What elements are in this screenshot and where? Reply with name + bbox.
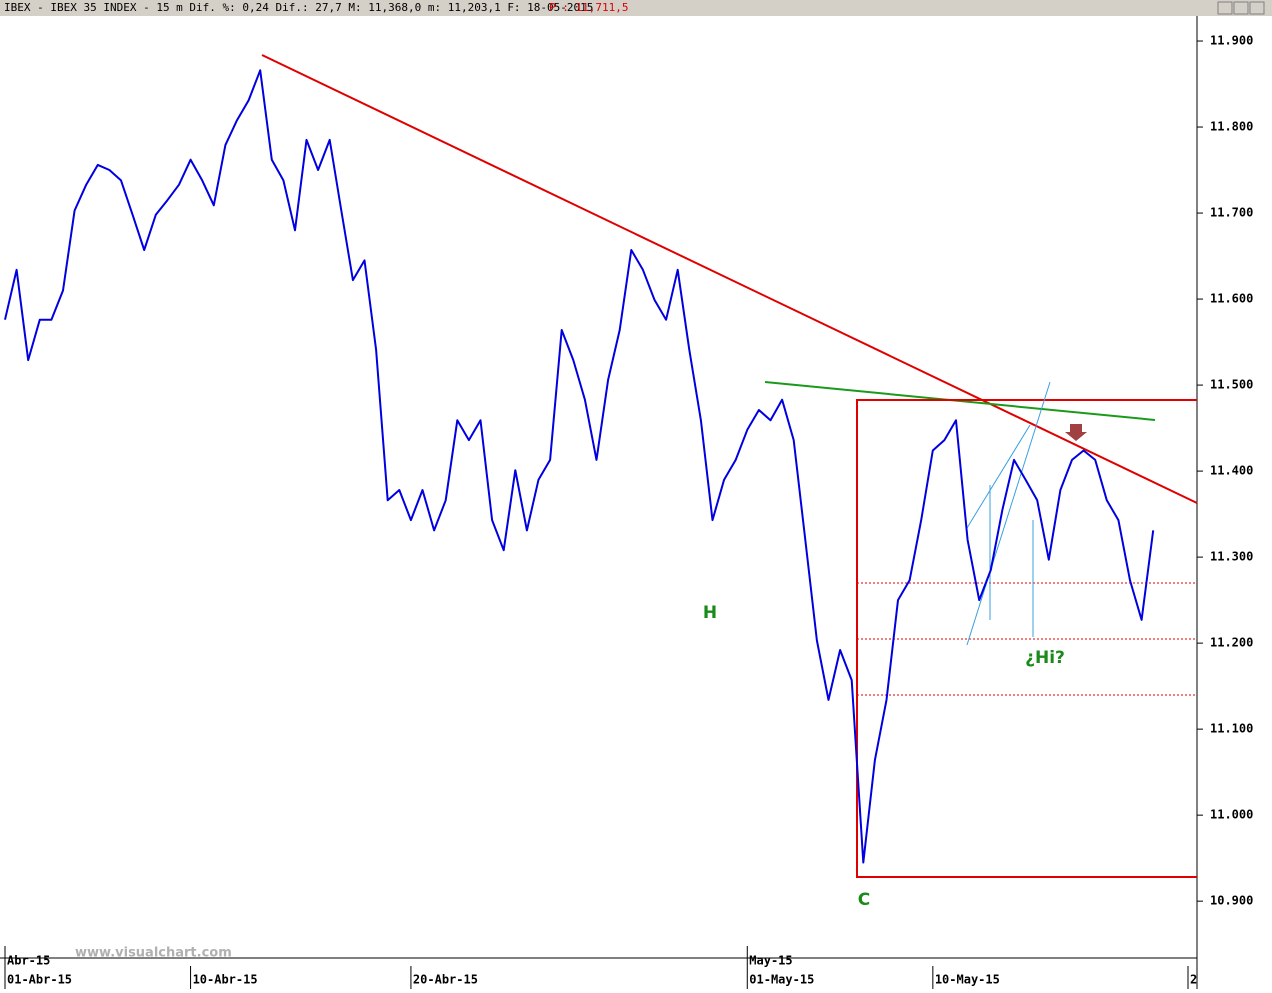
x-tick-label: 10-May-15 [935, 973, 1000, 987]
watermark: www.visualchart.com [75, 946, 232, 961]
y-tick-label: 11.300 [1210, 550, 1253, 564]
channel-line [966, 381, 1051, 646]
annotation: H [703, 603, 717, 623]
x-tick-label: 01-May-15 [749, 973, 814, 987]
x-tick-label: 2 [1190, 973, 1197, 987]
price-line [4, 69, 1155, 864]
trend-line [261, 54, 1198, 504]
channel-line [966, 424, 1031, 529]
maximize-button[interactable] [1233, 1, 1249, 15]
y-tick-label: 11.900 [1210, 34, 1253, 48]
window-buttons[interactable] [1217, 1, 1265, 15]
annotation: C [858, 890, 870, 910]
down-arrow [1065, 424, 1087, 441]
x-tick-label: 20-Abr-15 [413, 973, 478, 987]
x-tick-label: 10-Abr-15 [193, 973, 258, 987]
y-tick-label: 11.100 [1210, 722, 1253, 736]
minimize-button[interactable] [1217, 1, 1233, 15]
annotation: ¿Hi? [1025, 648, 1065, 668]
title-bar [0, 0, 1272, 16]
header: IBEX - IBEX 35 INDEX - 15 m Dif. %: 0,24… [4, 1, 593, 14]
month-label: May-15 [749, 954, 792, 968]
y-tick-label: 11.400 [1210, 464, 1253, 478]
y-tick-label: 11.200 [1210, 636, 1253, 650]
y-tick-label: 11.500 [1210, 378, 1253, 392]
x-tick-label: 01-Abr-15 [7, 973, 72, 987]
y-tick-label: 11.800 [1210, 120, 1253, 134]
y-tick-label: 11.000 [1210, 808, 1253, 822]
close-button[interactable] [1249, 1, 1265, 15]
y-tick-label: 11.700 [1210, 206, 1253, 220]
y-tick-label: 10.900 [1210, 894, 1253, 908]
y-tick-label: 11.600 [1210, 292, 1253, 306]
month-label: Abr-15 [7, 954, 50, 968]
header-price: P : 11,711,5 [549, 1, 628, 14]
